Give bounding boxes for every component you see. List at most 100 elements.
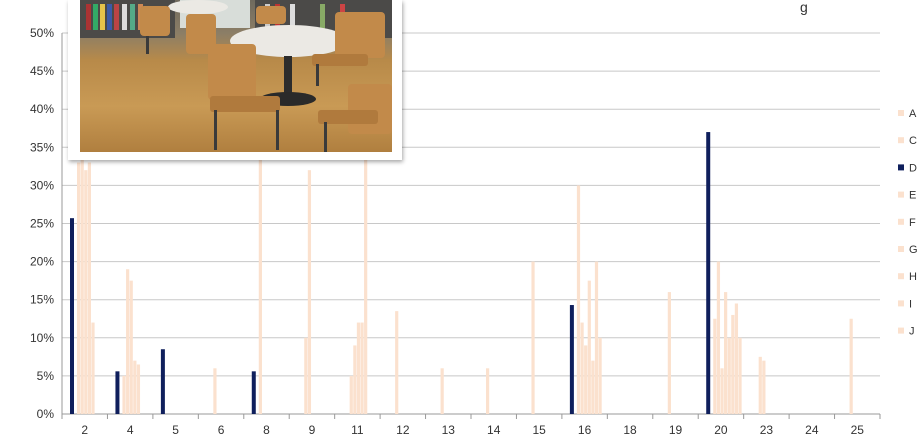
x-tick-label: 15	[532, 423, 546, 437]
x-tick-label: 16	[578, 423, 592, 437]
bar-D	[160, 349, 165, 414]
legend-swatch	[898, 218, 904, 225]
bar-light	[136, 364, 141, 414]
x-tick-label: 11	[351, 423, 364, 437]
x-axis-ticks: 2 4 5 6 8 9 11 12 13 14 15 16 18 19 20 23 24 25	[61, 414, 881, 437]
y-tick-label: 45%	[30, 64, 54, 78]
bar-light	[587, 280, 591, 414]
y-tick-label: 0%	[37, 407, 55, 421]
bar-light	[667, 292, 671, 414]
bar-light	[126, 269, 130, 414]
bar-light	[87, 162, 91, 414]
x-tick-label: 14	[487, 423, 501, 437]
bar-light	[133, 360, 137, 414]
y-tick-label: 25%	[30, 217, 54, 231]
legend-label: G	[909, 244, 918, 256]
x-tick-label: 23	[760, 423, 774, 437]
legend-label: D	[909, 162, 917, 174]
x-tick-label: 18	[623, 423, 637, 437]
bar-light	[349, 375, 353, 414]
x-tick-label: 5	[172, 423, 179, 437]
legend: A C D E F G H I J	[898, 108, 918, 338]
legend-swatch	[898, 246, 904, 252]
bar-light	[364, 147, 368, 415]
bar-D	[70, 218, 74, 414]
x-tick-label: 25	[851, 423, 865, 437]
x-tick-label: 19	[669, 423, 683, 437]
bar-light	[258, 147, 262, 415]
bar-light	[731, 314, 735, 414]
y-tick-label: 40%	[30, 102, 54, 116]
x-tick-label: 24	[805, 423, 819, 437]
legend-swatch	[898, 273, 904, 280]
x-tick-label: 13	[442, 423, 456, 437]
x-tick-label: 2	[81, 423, 88, 437]
bar-light	[353, 345, 357, 414]
chart-title-fragment: g	[800, 0, 808, 15]
bar-D	[251, 371, 256, 414]
legend-label: C	[909, 135, 917, 147]
y-tick-label: 50%	[30, 26, 54, 40]
legend-label: E	[909, 190, 916, 202]
bar-light	[122, 375, 126, 414]
bar-light	[213, 368, 217, 414]
y-tick-label: 20%	[30, 255, 54, 269]
bar-light	[486, 368, 490, 414]
bar-light	[724, 292, 728, 414]
legend-swatch	[898, 300, 904, 307]
inset-photo	[68, 0, 402, 160]
y-tick-label: 30%	[30, 178, 54, 192]
bar-light	[762, 360, 766, 414]
bar-light	[580, 322, 584, 414]
bar-light	[598, 337, 602, 414]
y-tick-label: 15%	[30, 293, 54, 307]
y-tick-label: 5%	[37, 369, 55, 383]
bar-D	[706, 132, 711, 414]
x-tick-label: 20	[714, 423, 728, 437]
bar-light	[84, 170, 88, 414]
legend-label: A	[909, 108, 917, 120]
bar-light	[356, 322, 361, 414]
bar-light	[758, 356, 762, 414]
bar-light	[307, 170, 312, 414]
y-tick-label: 35%	[30, 140, 54, 154]
bar-light	[591, 360, 595, 414]
legend-swatch	[898, 137, 904, 144]
legend-swatch	[898, 110, 904, 116]
bar-light	[716, 261, 721, 414]
bar-light	[720, 368, 724, 414]
legend-swatch	[898, 191, 904, 198]
bar-light	[713, 318, 717, 414]
cafe-table-photo	[80, 0, 392, 152]
bar-light	[594, 261, 599, 414]
bar-light	[727, 337, 731, 414]
bar-light	[531, 261, 535, 414]
x-tick-label: 4	[127, 423, 134, 437]
bar-light	[129, 280, 133, 414]
bar-light	[576, 185, 581, 414]
legend-label: H	[909, 271, 917, 283]
bar-light	[77, 162, 81, 414]
bar-light	[734, 303, 739, 414]
bar-light	[584, 345, 588, 414]
y-tick-label: 10%	[30, 331, 54, 345]
x-tick-label: 8	[263, 423, 270, 437]
legend-swatch	[898, 164, 904, 171]
legend-label: F	[909, 217, 916, 229]
x-tick-label: 6	[218, 423, 225, 437]
bar-light	[80, 147, 84, 415]
bar-light	[440, 368, 444, 414]
y-axis-ticks: 0% 5% 10% 15% 20% 25% 30% 35% 40% 45% 50%	[30, 26, 54, 421]
bar-light	[304, 337, 308, 414]
bar-light	[395, 311, 399, 414]
bar-light	[738, 337, 742, 414]
bar-D	[115, 371, 120, 414]
bar-D	[569, 305, 574, 414]
legend-label: J	[909, 326, 915, 338]
bars	[70, 132, 853, 415]
bar-light	[849, 318, 853, 414]
legend-label: I	[909, 298, 912, 310]
x-tick-label: 12	[396, 423, 410, 437]
bar-light	[91, 322, 95, 414]
